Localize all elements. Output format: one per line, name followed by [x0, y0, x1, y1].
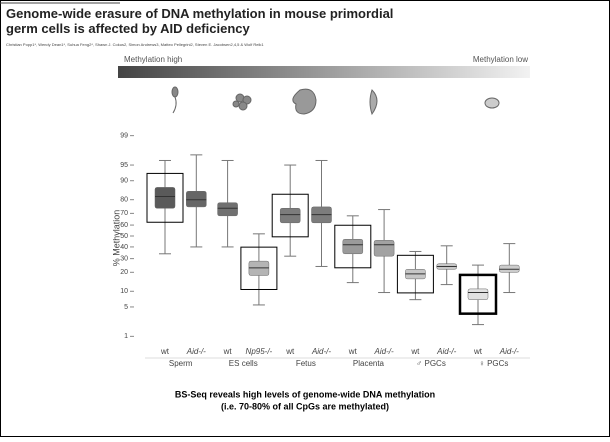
highlight-frame: [146, 172, 184, 223]
x-tick-label: Aid-/-: [436, 347, 456, 356]
box: [279, 207, 301, 224]
y-tick-label: 1: [124, 333, 128, 340]
y-tick-label: 40: [120, 244, 128, 251]
caption: BS-Seq reveals high levels of genome-wid…: [175, 389, 435, 399]
x-tick-label: Aid-/-: [499, 347, 519, 356]
box: [186, 191, 207, 208]
gradient-label: Methylation high: [124, 55, 182, 64]
y-tick-label: 95: [120, 162, 128, 169]
box: [154, 187, 176, 209]
sperm-tail: [172, 96, 177, 114]
caption: (i.e. 70-80% of all CpGs are methylated): [221, 401, 389, 411]
x-tick-label: Np95-/-: [246, 347, 273, 356]
box: [217, 202, 238, 217]
sperm-icon: [171, 86, 179, 98]
x-tick-label: Aid-/-: [186, 347, 206, 356]
y-tick-label: 80: [120, 197, 128, 204]
authors: Christian Popp1*, Wendy Dean1*, Suhua Fe…: [6, 42, 264, 47]
gradient-label: Methylation low: [473, 55, 528, 64]
fetus-icon: [292, 88, 317, 115]
highlight-frame: [240, 246, 278, 290]
box: [499, 264, 520, 273]
paper-title: Genome-wide erasure of DNA methylation i…: [6, 6, 394, 36]
group-label: Fetus: [296, 359, 316, 368]
y-tick-label: 5: [124, 304, 128, 311]
highlight-frame: [458, 273, 498, 315]
y-tick-label: 50: [120, 233, 128, 240]
box: [373, 240, 395, 257]
box: [342, 238, 364, 255]
highlight-frame: [396, 254, 434, 294]
y-tick-label: 10: [120, 288, 128, 295]
highlight-frame: [334, 224, 372, 269]
placenta-icon: [369, 89, 378, 116]
y-tick-label: 30: [120, 255, 128, 262]
y-tick-label: 90: [120, 178, 128, 185]
y-axis-label: % Methylation: [111, 210, 121, 267]
icons: [171, 86, 500, 116]
y-tick-label: 20: [120, 269, 128, 276]
highlight-frame: [271, 193, 309, 238]
gradient-bar: [118, 66, 530, 78]
x-tick-label: wt: [410, 347, 420, 356]
x-tick-label: wt: [285, 347, 295, 356]
y-tick-label: 70: [120, 210, 128, 217]
es-icon: [232, 93, 252, 111]
authors-box: Christian Popp1*, Wendy Dean1*, Suhua Fe…: [6, 42, 264, 47]
y-tick-label: 60: [120, 222, 128, 229]
pgc-icon: [484, 97, 500, 109]
group-label: ♂ PGCs: [416, 359, 446, 368]
group-label: Placenta: [353, 359, 385, 368]
x-tick-label: Aid-/-: [374, 347, 394, 356]
x-tick-label: Aid-/-: [311, 347, 331, 356]
y-tick-label: 99: [120, 132, 128, 139]
x-tick-label: wt: [473, 347, 483, 356]
x-tick-label: wt: [348, 347, 358, 356]
box: [467, 288, 489, 300]
group-label: ES cells: [229, 359, 258, 368]
x-tick-label: wt: [160, 347, 170, 356]
group-label: Sperm: [169, 359, 193, 368]
title-box: Genome-wide erasure of DNA methylation i…: [6, 6, 394, 36]
x-tick-label: wt: [223, 347, 233, 356]
group-label: ♀ PGCs: [479, 359, 509, 368]
